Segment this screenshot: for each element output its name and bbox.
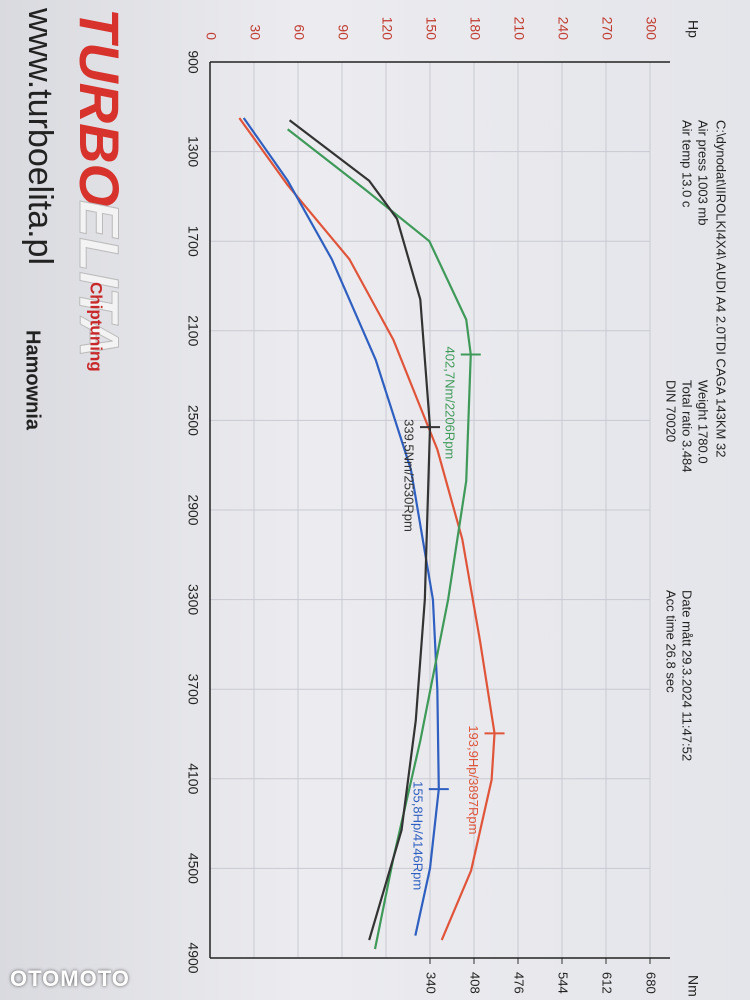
brand-dyno: Hamownia: [22, 330, 44, 431]
header-file: C:\dynodat\IIROLKI4X4\ AUDI A4 2.0TDI CA…: [714, 120, 729, 457]
header-ratio: Total ratio 3.484: [680, 380, 695, 473]
header-din: DIN 70020: [664, 380, 679, 442]
x-tick-label: 4500: [185, 853, 201, 884]
logo-elita: ELITA: [68, 200, 131, 358]
y2-tick-label: 612: [600, 972, 615, 994]
y-tick-label: 60: [291, 24, 307, 40]
series-line: [242, 117, 440, 936]
x-tick-label: 3300: [185, 584, 201, 615]
peak-annotation: 155,8Hp/4146Rpm: [410, 781, 425, 890]
header-weight: Weight 1780.0: [696, 380, 711, 464]
y2-tick-label: 408: [468, 972, 483, 994]
series-line: [286, 128, 472, 950]
y2-tick-label: 476: [512, 972, 527, 994]
x-tick-label: 2500: [185, 405, 201, 436]
series-line: [238, 117, 496, 941]
peak-annotation: 193,9Hp/3897Rpm: [466, 725, 481, 834]
brand-url: www.turboelita.pl: [21, 7, 59, 265]
y-tick-label: 0: [203, 32, 219, 40]
header-acc: Acc time 26.8 sec: [664, 590, 679, 693]
y2-label: Nm: [685, 975, 701, 997]
y-tick-label: 240: [555, 17, 571, 41]
x-tick-label: 1700: [185, 226, 201, 257]
logo-turbo: TURBO: [68, 8, 131, 207]
x-tick-label: 2900: [185, 494, 201, 525]
y-tick-label: 180: [467, 17, 483, 41]
x-tick-label: 2100: [185, 315, 201, 346]
y2-tick-label: 680: [644, 972, 659, 994]
y-tick-label: 150: [423, 17, 439, 41]
y-tick-label: 120: [379, 17, 395, 41]
watermark: OTOMOTO: [10, 966, 130, 991]
header-air-temp: Air temp 13.0 c: [680, 120, 695, 208]
brand-chiptuning: Chiptuning: [87, 282, 106, 372]
y-tick-label: 90: [335, 24, 351, 40]
y-label: Hp: [685, 20, 701, 38]
peak-annotation: 402,7Nm/2206Rpm: [442, 347, 457, 460]
peak-annotation: 339,5Nm/2530Rpm: [402, 419, 417, 532]
y-tick-label: 210: [511, 17, 527, 41]
x-tick-label: 1300: [185, 136, 201, 167]
y2-tick-label: 544: [556, 972, 571, 994]
x-tick-label: 4900: [185, 942, 201, 973]
x-tick-label: 3700: [185, 674, 201, 705]
x-tick-label: 4100: [185, 763, 201, 794]
x-tick-label: 900: [185, 50, 201, 74]
y-tick-label: 270: [599, 17, 615, 41]
header-date: Date mått 29.3.2024 11:47:52: [680, 590, 695, 761]
header-air-press: Air press 1003 mb: [696, 120, 711, 226]
y-tick-label: 30: [247, 24, 263, 40]
y2-tick-label: 340: [424, 972, 439, 994]
y-tick-label: 300: [643, 17, 659, 41]
